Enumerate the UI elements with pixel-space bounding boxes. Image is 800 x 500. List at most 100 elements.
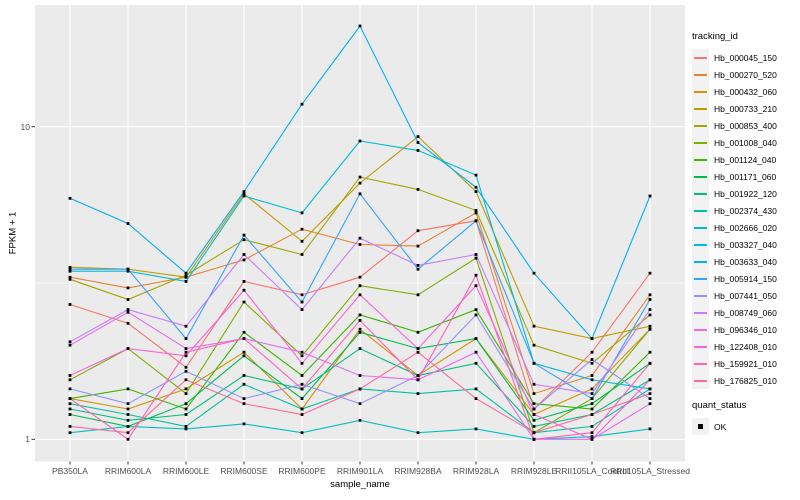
- data-point: [590, 378, 594, 382]
- legend-item-label: Hb_007441_050: [714, 290, 777, 301]
- data-point: [416, 229, 420, 233]
- legend-key: [692, 134, 709, 151]
- legend-title-quant-status: quant_status: [692, 400, 747, 411]
- legend-item-label: Hb_005914_150: [714, 273, 777, 284]
- legend-item: Hb_003633_040: [692, 253, 798, 270]
- legend-item: Hb_002374_430: [692, 202, 798, 219]
- legend-line-swatch-icon: [694, 209, 707, 212]
- data-point: [590, 402, 594, 406]
- data-point: [416, 350, 420, 354]
- legend-item-label: Hb_000270_520: [714, 69, 777, 80]
- data-point: [68, 196, 72, 200]
- legend-key: [692, 168, 709, 185]
- data-point: [648, 397, 652, 400]
- y-tick-label-10: 10: [20, 122, 30, 132]
- legend-key: [692, 270, 709, 287]
- legend-item-label: Hb_002374_430: [714, 205, 777, 216]
- legend-item-label: Hb_000733_210: [714, 103, 777, 114]
- data-point: [532, 418, 536, 422]
- legend-line-swatch-icon: [694, 243, 707, 246]
- legend-item-label: Hb_000432_060: [714, 86, 777, 97]
- data-point: [358, 284, 362, 288]
- data-point: [300, 102, 304, 106]
- data-point: [126, 298, 130, 301]
- data-point: [300, 413, 304, 416]
- data-point: [474, 185, 478, 189]
- data-point: [648, 194, 652, 198]
- data-point: [68, 265, 72, 269]
- legend-item: Hb_001008_040: [692, 134, 798, 151]
- data-point: [126, 269, 130, 273]
- data-point: [358, 275, 362, 279]
- legend-item: Hb_003327_040: [692, 236, 798, 253]
- legend-item-label: Hb_008749_060: [714, 307, 777, 318]
- x-tick-label: RRIM600LE: [162, 466, 210, 476]
- data-point: [68, 407, 72, 411]
- y-axis-title: FPKM + 1: [7, 211, 19, 255]
- legend-item-label: OK: [714, 421, 727, 432]
- legend-line-swatch-icon: [694, 362, 707, 365]
- data-point: [242, 288, 246, 292]
- data-point: [416, 330, 420, 334]
- data-point: [300, 350, 304, 354]
- legend-line-swatch-icon: [694, 192, 707, 195]
- x-tick-label: RRIM928LA: [452, 466, 500, 476]
- data-point: [242, 382, 246, 386]
- data-point: [648, 392, 652, 395]
- legend-tracking-items: Hb_000045_150 Hb_000270_520 Hb_000432_060 H…: [692, 49, 798, 389]
- data-point: [590, 337, 594, 340]
- data-point: [300, 431, 304, 435]
- data-point: [126, 321, 130, 325]
- data-point: [474, 350, 478, 354]
- data-point: [68, 340, 72, 344]
- x-tick-label: RRIM928LE: [510, 466, 558, 476]
- data-point: [416, 264, 420, 267]
- data-point: [532, 271, 536, 275]
- data-point: [300, 397, 304, 400]
- legend-item-label: Hb_001008_040: [714, 137, 777, 148]
- legend-item: Hb_159921_010: [692, 355, 798, 372]
- data-point: [300, 407, 304, 411]
- data-point: [242, 354, 246, 358]
- legend-item: Hb_096346_010: [692, 321, 798, 338]
- data-point: [648, 308, 652, 311]
- legend-key: [692, 202, 709, 219]
- legend: tracking_id Hb_000045_150 Hb_000270_520 Hb…: [692, 31, 798, 435]
- data-point: [126, 347, 130, 350]
- legend-item: Hb_000853_400: [692, 117, 798, 134]
- legend-line-swatch-icon: [694, 107, 707, 110]
- y-tick-label-1: 1: [25, 434, 30, 444]
- data-point: [184, 378, 188, 382]
- legend-line-swatch-icon: [694, 73, 707, 76]
- legend-item: Hb_122408_010: [692, 338, 798, 355]
- legend-item: Hb_000432_060: [692, 83, 798, 100]
- data-point: [532, 402, 536, 406]
- data-point: [242, 253, 246, 256]
- data-point: [242, 190, 246, 193]
- data-point: [126, 387, 130, 391]
- data-point: [300, 374, 304, 377]
- data-point: [184, 271, 188, 275]
- data-point: [126, 425, 130, 428]
- x-tick-label: RRIM600PE: [278, 466, 326, 476]
- legend-line-swatch-icon: [694, 345, 707, 348]
- data-point: [242, 280, 246, 283]
- legend-line-swatch-icon: [694, 294, 707, 297]
- legend-key: [692, 321, 709, 338]
- data-point: [184, 354, 188, 358]
- data-point: [242, 337, 246, 340]
- data-point: [590, 392, 594, 395]
- data-point: [416, 188, 420, 191]
- data-point: [300, 293, 304, 297]
- data-point: [68, 387, 72, 391]
- data-point: [416, 293, 420, 297]
- data-point: [184, 402, 188, 406]
- data-point: [300, 382, 304, 386]
- legend-line-swatch-icon: [694, 56, 707, 59]
- data-point: [184, 324, 188, 328]
- x-tick-label: RRII105LA_Control: [555, 466, 629, 476]
- data-point: [358, 181, 362, 185]
- data-point: [242, 238, 246, 242]
- legend-item-label: Hb_001171_060: [714, 171, 777, 182]
